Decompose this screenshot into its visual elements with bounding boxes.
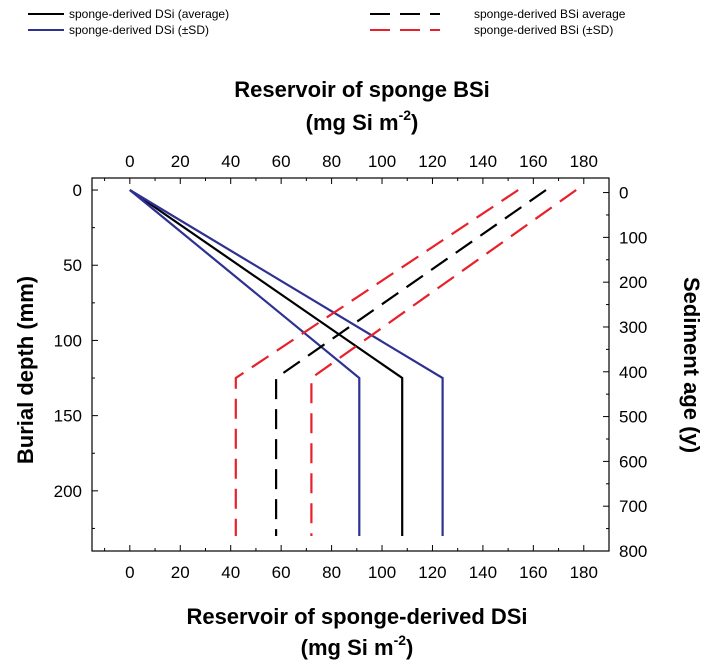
top-tick-label: 100: [368, 152, 396, 171]
left-axis-title: Burial depth (mm): [13, 276, 38, 464]
right-tick-label: 400: [619, 363, 647, 382]
right-axis-title: Sediment age (y): [679, 277, 704, 453]
bottom-axis-unit-sup: -2: [394, 632, 407, 648]
legend-label-dsi-average: sponge-derived DSi (average): [69, 7, 229, 21]
bottom-axis-unit-prefix: (mg Si m: [301, 635, 394, 660]
top-tick-label: 60: [272, 152, 291, 171]
bottom-tick-label: 160: [519, 563, 547, 582]
series-line-sponge-derived-bsi-sd-4: [234, 189, 519, 536]
right-tick-label: 500: [619, 408, 647, 427]
bottom-tick-label: 100: [368, 563, 396, 582]
bottom-tick-label: 60: [272, 563, 291, 582]
left-tick-label: 200: [54, 482, 82, 501]
top-tick-label: 120: [418, 152, 446, 171]
top-tick-label: 0: [125, 152, 134, 171]
series-lines: [129, 189, 577, 536]
left-tick-label: 0: [73, 181, 82, 200]
right-tick-label: 700: [619, 497, 647, 516]
bottom-tick-label: 120: [418, 563, 446, 582]
bottom-tick-label: 20: [171, 563, 190, 582]
series-line-sponge-derived-dsi-average-0: [129, 189, 404, 536]
legend-label-bsi-average: sponge-derived BSi average: [474, 7, 626, 21]
left-tick-label: 50: [63, 256, 82, 275]
top-axis-unit-prefix: (mg Si m: [306, 110, 399, 135]
top-tick-label: 140: [469, 152, 497, 171]
bottom-tick-label: 80: [322, 563, 341, 582]
plot-frame: [91, 177, 610, 552]
right-tick-label: 200: [619, 273, 647, 292]
top-axis-unit-suffix: ): [411, 110, 418, 135]
top-tick-label: 160: [519, 152, 547, 171]
left-tick-label: 150: [54, 407, 82, 426]
bottom-axis-title: Reservoir of sponge-derived DSi: [186, 604, 527, 629]
series-line-sponge-derived-dsi-sd-2: [129, 189, 444, 536]
legend-label-dsi-sd: sponge-derived DSi (±SD): [69, 23, 209, 37]
bottom-tick-label: 180: [570, 563, 598, 582]
axis-ticks: 0 20 40 60 80 100 120 140 160 180 0 20 40 60 80 100 120 1…: [54, 152, 648, 582]
legend: sponge-derived DSi (average) sponge-deri…: [28, 7, 626, 37]
series-line-sponge-derived-bsi-sd-5: [310, 189, 577, 536]
top-axis-title: Reservoir of sponge BSi: [234, 77, 490, 102]
right-tick-label: 0: [619, 184, 628, 203]
top-axis-unit-sup: -2: [399, 107, 412, 123]
bottom-tick-label: 40: [221, 563, 240, 582]
right-tick-label: 800: [619, 542, 647, 561]
right-tick-label: 100: [619, 228, 647, 247]
series-line-sponge-derived-bsi-average-3: [275, 189, 547, 536]
bottom-tick-label: 140: [469, 563, 497, 582]
right-tick-label: 600: [619, 452, 647, 471]
bottom-axis-unit: (mg Si m-2): [301, 632, 414, 660]
legend-label-bsi-sd: sponge-derived BSi (±SD): [474, 23, 613, 37]
bottom-tick-label: 0: [125, 563, 134, 582]
series-line-sponge-derived-dsi-sd-1: [129, 189, 361, 536]
bottom-axis-unit-suffix: ): [406, 635, 413, 660]
top-tick-label: 180: [570, 152, 598, 171]
top-axis-unit: (mg Si m-2): [306, 107, 419, 135]
right-tick-label: 300: [619, 318, 647, 337]
top-tick-label: 20: [171, 152, 190, 171]
left-tick-label: 100: [54, 331, 82, 350]
top-tick-label: 80: [322, 152, 341, 171]
top-tick-label: 40: [221, 152, 240, 171]
